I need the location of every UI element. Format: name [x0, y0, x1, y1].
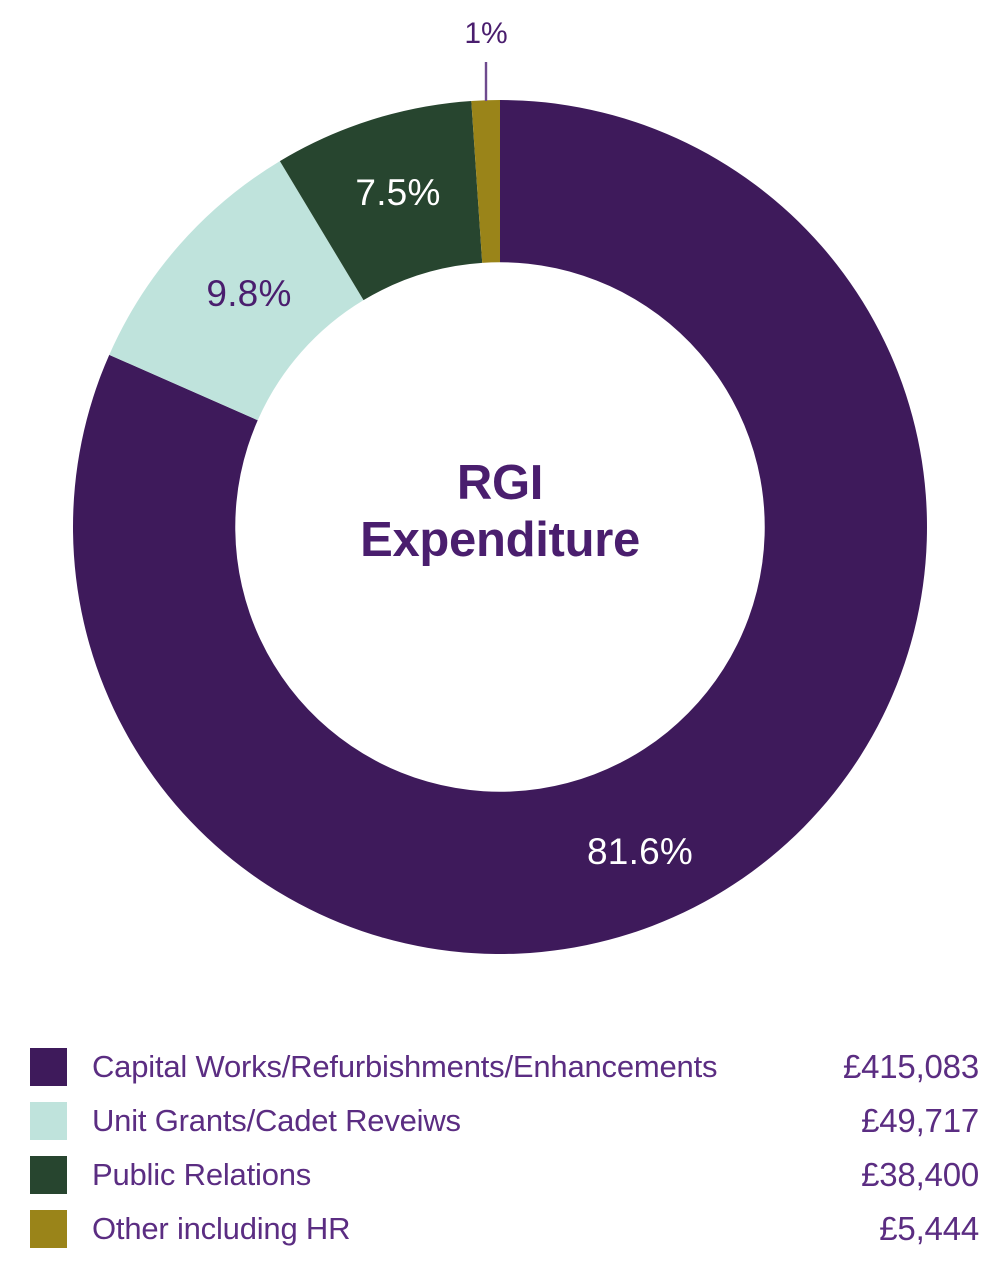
donut-slice[interactable]: [109, 161, 364, 421]
legend-row-public-relations[interactable]: Public Relations £38,400: [0, 1148, 1001, 1202]
chart-legend: Capital Works/Refurbishments/Enhancement…: [0, 1040, 1001, 1256]
chart-area: 81.6% 9.8% 7.5% 1% RGI Expenditure: [73, 17, 928, 955]
legend-amount-other-including-hr: £5,444: [879, 1210, 979, 1247]
legend-swatch-capital-works: [30, 1048, 67, 1086]
legend-swatch-unit-grants: [30, 1102, 67, 1140]
legend-amount-public-relations: £38,400: [861, 1156, 979, 1193]
legend-swatch-public-relations: [30, 1156, 67, 1194]
legend-amount-capital-works: £415,083: [842, 1048, 979, 1085]
legend-row-other-including-hr[interactable]: Other including HR £5,444: [0, 1202, 1001, 1256]
legend-label-unit-grants: Unit Grants/Cadet Reveiws: [92, 1103, 461, 1138]
slice-percent-label: 81.6%: [587, 831, 693, 872]
legend-row-capital-works[interactable]: Capital Works/Refurbishments/Enhancement…: [0, 1040, 1001, 1094]
chart-center-title: RGI Expenditure: [360, 456, 640, 567]
legend-row-unit-grants[interactable]: Unit Grants/Cadet Reveiws £49,717: [0, 1094, 1001, 1148]
legend-label-other-including-hr: Other including HR: [92, 1211, 351, 1246]
slice-percent-label: 1%: [464, 17, 507, 50]
legend-label-public-relations: Public Relations: [92, 1157, 312, 1192]
donut-slice[interactable]: [471, 100, 500, 263]
donut-slice[interactable]: [73, 100, 928, 955]
donut-chart: 81.6% 9.8% 7.5% 1%: [73, 17, 928, 955]
legend-label-capital-works: Capital Works/Refurbishments/Enhancement…: [92, 1049, 718, 1084]
slice-percent-labels: 81.6% 9.8% 7.5% 1%: [206, 17, 693, 872]
legend-swatch-other-including-hr: [30, 1210, 67, 1248]
legend-amount-unit-grants: £49,717: [861, 1102, 979, 1139]
donut-slices: [73, 100, 928, 955]
slice-percent-label: 9.8%: [206, 273, 291, 314]
slice-percent-label: 7.5%: [355, 172, 440, 213]
donut-slice[interactable]: [279, 100, 483, 301]
